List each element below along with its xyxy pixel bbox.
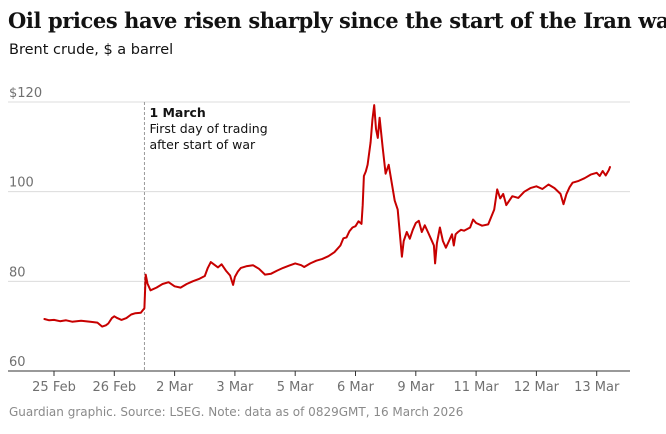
source-note: Guardian graphic. Source: LSEG. Note: da… — [9, 405, 464, 419]
series — [43, 104, 611, 328]
chart-subtitle: Brent crude, $ a barrel — [9, 42, 174, 58]
gridlines — [8, 101, 630, 372]
annotation: 1 March First day of trading after start… — [143, 102, 268, 371]
y-axis-tick-labels: $120 100 80 60 — [9, 86, 42, 370]
annotation-text-line-2: after start of war — [149, 137, 256, 152]
chart-title: Oil prices have risen sharply since the … — [8, 8, 666, 33]
x-axis: 25 Feb 26 Feb 2 Mar 3 Mar 5 Mar 6 Mar 9 Mar 11 … — [32, 371, 620, 395]
x-tick-label: 9 Mar — [397, 380, 435, 395]
x-tick-label: 13 Mar — [574, 380, 620, 395]
y-tick-label: 60 — [9, 355, 26, 370]
y-tick-label: 100 — [9, 176, 34, 191]
annotation-date: 1 March — [149, 105, 205, 120]
y-tick-label: $120 — [9, 86, 42, 101]
brent-crude-price-line — [43, 104, 611, 328]
annotation-text-line-1: First day of trading — [149, 121, 267, 136]
x-tick-label: 25 Feb — [32, 380, 76, 395]
x-tick-label: 26 Feb — [92, 380, 136, 395]
x-tick-label: 5 Mar — [277, 380, 315, 395]
y-tick-label: 80 — [9, 265, 26, 280]
x-tick-label: 11 Mar — [453, 380, 499, 395]
x-tick-label: 12 Mar — [514, 380, 560, 395]
line-chart: $120 100 80 60 1 March First day of trading… — [8, 86, 630, 395]
x-tick-label: 6 Mar — [337, 380, 375, 395]
x-tick-label: 2 Mar — [156, 380, 194, 395]
x-tick-label: 3 Mar — [216, 380, 254, 395]
